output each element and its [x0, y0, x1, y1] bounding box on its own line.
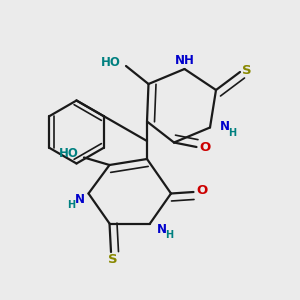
- Text: H: H: [67, 200, 76, 211]
- Text: S: S: [242, 64, 251, 77]
- Text: N: N: [74, 193, 85, 206]
- Text: N: N: [219, 120, 230, 134]
- Text: H: H: [228, 128, 237, 138]
- Text: N: N: [156, 223, 167, 236]
- Text: O: O: [199, 141, 211, 154]
- Text: S: S: [108, 253, 117, 266]
- Text: NH: NH: [175, 54, 195, 67]
- Text: H: H: [165, 230, 174, 241]
- Text: HO: HO: [100, 56, 120, 70]
- Text: O: O: [196, 184, 208, 197]
- Text: HO: HO: [59, 147, 79, 161]
